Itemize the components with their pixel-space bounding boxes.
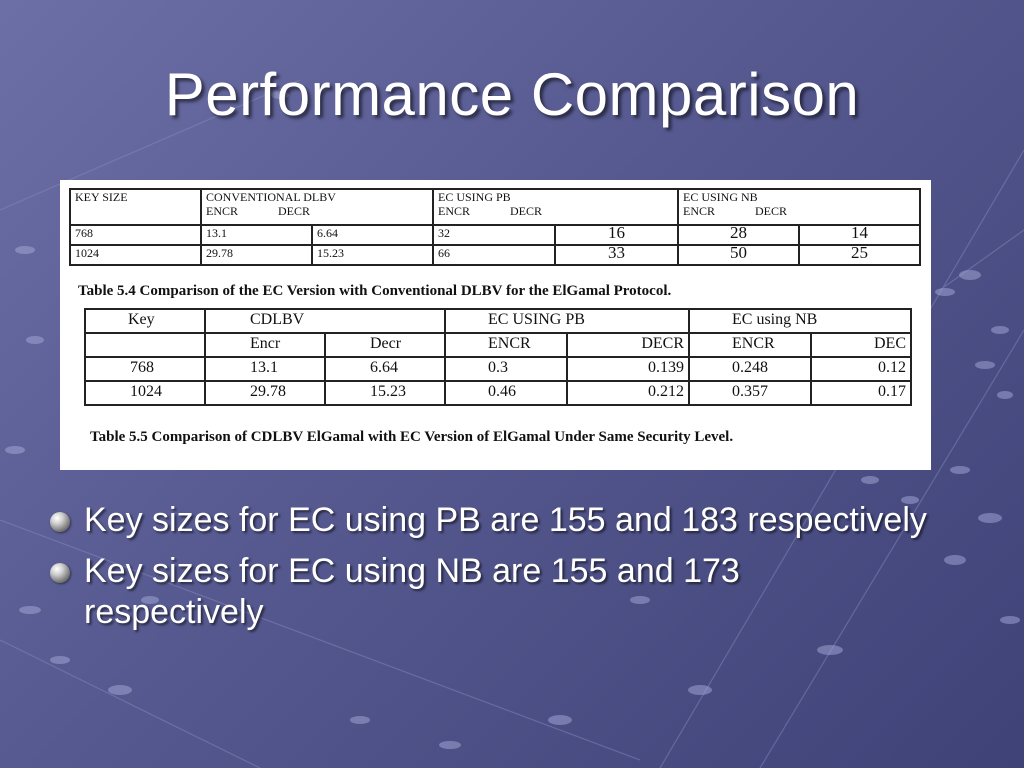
header-decr: Decr xyxy=(324,332,446,358)
cell: 15.23 xyxy=(324,380,446,406)
bullet-item: Key sizes for EC using PB are 155 and 18… xyxy=(48,500,928,541)
scanned-tables-image: KEY SIZE CONVENTIONAL DLBV ENCR DECR EC U… xyxy=(60,180,931,470)
cell: 0.12 xyxy=(810,356,912,382)
table-5-5-caption: Table 5.5 Comparison of CDLBV ElGamal wi… xyxy=(90,429,734,445)
cell: 28 xyxy=(677,224,800,246)
cell: 1024 xyxy=(69,244,202,266)
cell: 768 xyxy=(84,356,206,382)
cell: 0.139 xyxy=(566,356,690,382)
header-ec-using-nb: EC USING NB ENCR DECR xyxy=(677,188,921,226)
bullet-text: Key sizes for EC using NB are 155 and 17… xyxy=(84,552,740,631)
cell: 0.212 xyxy=(566,380,690,406)
table-5-4: KEY SIZE CONVENTIONAL DLBV ENCR DECR EC U… xyxy=(69,188,921,266)
cell: 0.3 xyxy=(444,356,568,382)
header-encr: Encr xyxy=(204,332,326,358)
table-5-5: Key CDLBV EC USING PB EC using NB Encr D… xyxy=(84,308,912,406)
table-row: 1024 29.78 15.23 66 33 50 25 xyxy=(69,244,921,266)
sphere-bullet-icon xyxy=(50,563,70,583)
cell: 29.78 xyxy=(204,380,326,406)
header-decr: DECR xyxy=(566,332,690,358)
cell: 768 xyxy=(69,224,202,246)
cell: 0.248 xyxy=(688,356,812,382)
cell: 0.46 xyxy=(444,380,568,406)
cell: 6.64 xyxy=(324,356,446,382)
bullet-text: Key sizes for EC using PB are 155 and 18… xyxy=(84,501,927,539)
cell: 0.17 xyxy=(810,380,912,406)
cell: 13.1 xyxy=(200,224,313,246)
cell: 25 xyxy=(798,244,921,266)
header-dec: DEC xyxy=(810,332,912,358)
header-encr: ENCR xyxy=(688,332,812,358)
cell: 33 xyxy=(554,244,679,266)
header-ec-using-pb: EC USING PB xyxy=(444,308,690,334)
cell: 29.78 xyxy=(200,244,313,266)
bullet-list: Key sizes for EC using PB are 155 and 18… xyxy=(48,500,928,643)
header-cdlbv: CDLBV xyxy=(204,308,446,334)
header-key-size: KEY SIZE xyxy=(69,188,202,226)
cell: 14 xyxy=(798,224,921,246)
bullet-item: Key sizes for EC using NB are 155 and 17… xyxy=(48,551,928,633)
sphere-bullet-icon xyxy=(50,512,70,532)
header-encr: ENCR xyxy=(444,332,568,358)
slide-title: Performance Comparison xyxy=(164,61,860,128)
table-5-4-caption: Table 5.4 Comparison of the EC Version w… xyxy=(78,283,672,299)
cell: 15.23 xyxy=(311,244,434,266)
header-ec-using-nb: EC using NB xyxy=(688,308,912,334)
table-row: 1024 29.78 15.23 0.46 0.212 0.357 0.17 xyxy=(84,380,912,406)
header-cell xyxy=(84,332,206,358)
cell: 13.1 xyxy=(204,356,326,382)
cell: 50 xyxy=(677,244,800,266)
table-row: 768 13.1 6.64 0.3 0.139 0.248 0.12 xyxy=(84,356,912,382)
cell: 16 xyxy=(554,224,679,246)
header-key: Key xyxy=(84,308,206,334)
header-ec-using-pb: EC USING PB ENCR DECR xyxy=(432,188,679,226)
cell: 6.64 xyxy=(311,224,434,246)
cell: 32 xyxy=(432,224,556,246)
cell: 66 xyxy=(432,244,556,266)
table-row: 768 13.1 6.64 32 16 28 14 xyxy=(69,224,921,246)
cell: 0.357 xyxy=(688,380,812,406)
header-conventional-dlbv: CONVENTIONAL DLBV ENCR DECR xyxy=(200,188,433,226)
cell: 1024 xyxy=(84,380,206,406)
